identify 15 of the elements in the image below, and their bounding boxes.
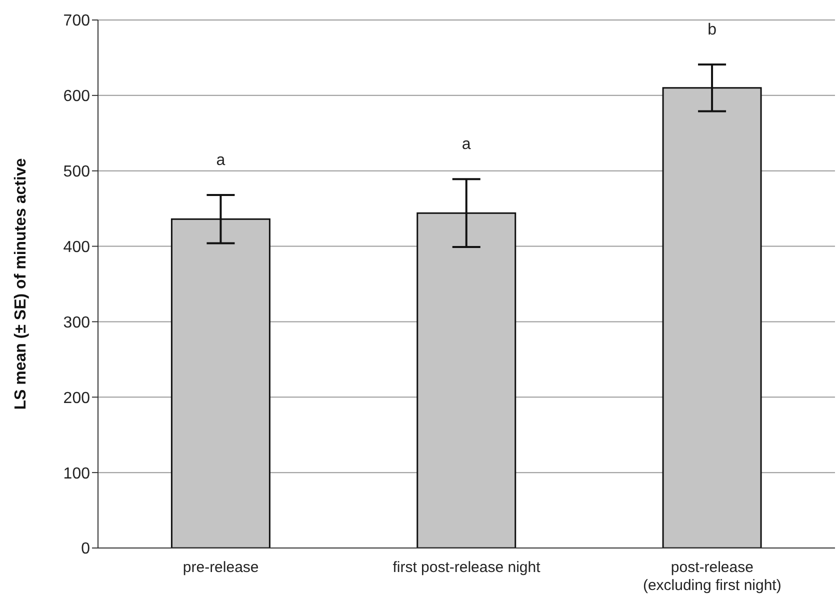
y-tick-label: 600	[63, 88, 90, 106]
y-tick-label: 500	[63, 164, 90, 181]
y-tick-label: 0	[81, 540, 90, 558]
y-tick-label: 700	[63, 12, 90, 30]
x-tick-label: first post-release night	[392, 559, 542, 576]
y-tick-label: 200	[63, 390, 90, 407]
x-tick-label: post-release (excluding first night)	[642, 559, 782, 594]
annotation: a	[216, 152, 226, 169]
x-tick-label: pre-release	[182, 559, 259, 576]
annotation: b	[708, 22, 717, 39]
y-tick-label: 400	[63, 238, 90, 256]
y-axis-title: LS mean (± SE) of minutes active	[12, 158, 30, 410]
annotation: a	[462, 136, 471, 154]
y-tick-label: 300	[63, 314, 90, 332]
y-tick-label: 100	[63, 465, 90, 482]
